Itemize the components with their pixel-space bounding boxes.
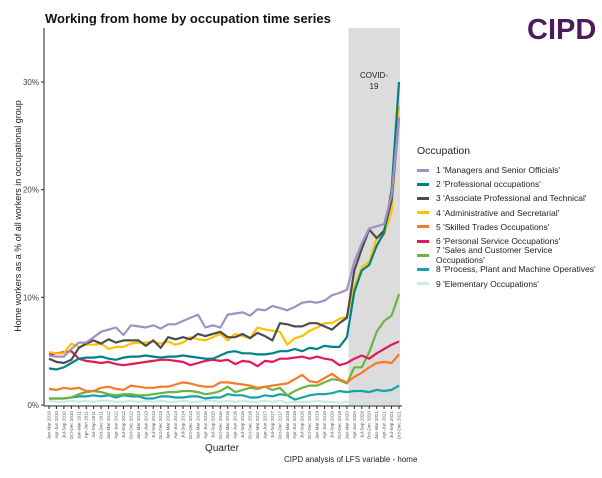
legend-label: 2 'Professional occupations' — [436, 179, 541, 190]
x-tick-label: Jul-Sep 2010 — [61, 411, 66, 439]
legend-swatch — [417, 211, 429, 215]
legend-swatch — [417, 239, 429, 243]
source-caption: CIPD analysis of LFS variable - home — [284, 455, 418, 464]
x-tick-label: Oct-Dec 2017 — [277, 411, 282, 440]
x-tick-label: Apr-Jun 2012 — [114, 411, 119, 439]
x-tick-label: Jul-Sep 2014 — [181, 411, 186, 439]
x-tick-label: Oct-Dec 2021 — [397, 411, 402, 440]
legend-swatch — [417, 253, 429, 257]
legend-label: 9 'Elementary Occupations' — [436, 278, 539, 289]
x-tick-label: Jul-Sep 2019 — [329, 411, 334, 439]
legend-item: 8 'Process, Plant and Machine Operatives… — [417, 262, 602, 276]
x-tick-label: Jan-Mar 2013 — [136, 411, 141, 440]
x-tick-label: Apr-Jun 2010 — [54, 411, 59, 439]
legend-label: 1 'Managers and Senior Officials' — [436, 165, 561, 176]
x-tick-label: Jul-Sep 2012 — [121, 411, 126, 439]
legend-item: 4 'Administrative and Secretarial' — [417, 206, 602, 220]
x-tick-label: Jan-Mar 2016 — [225, 411, 230, 440]
y-tick-label: 0% — [27, 401, 39, 410]
x-tick-label: Apr-Jun 2013 — [143, 411, 148, 439]
series-line — [48, 353, 400, 393]
cipd-logo: CIPD — [527, 14, 597, 46]
x-tick-label: Apr-Jun 2020 — [352, 411, 357, 439]
x-tick-label: Oct-Dec 2013 — [158, 411, 163, 440]
legend-label: 6 'Personal Service Occupations' — [436, 236, 561, 247]
x-tick-label: Jan-Mar 2021 — [374, 411, 379, 440]
x-tick-label: Jul-Sep 2011 — [91, 411, 96, 438]
legend-swatch — [417, 225, 429, 229]
x-tick-label: Jan-Mar 2020 — [344, 411, 349, 440]
legend-item: 3 'Associate Professional and Technical' — [417, 191, 602, 205]
y-tick-label: 30% — [23, 78, 39, 87]
legend-title: Occupation — [417, 145, 471, 157]
x-tick-label: Apr-Jun 2018 — [292, 411, 297, 439]
legend-label: 8 'Process, Plant and Machine Operatives… — [436, 264, 596, 275]
x-tick-label: Oct-Dec 2010 — [69, 411, 74, 440]
y-axis-title: Home workers as a % of all workers in oc… — [13, 100, 23, 332]
x-tick-label: Apr-Jun 2019 — [322, 411, 327, 439]
legend-swatch — [417, 168, 429, 172]
x-tick-label: Oct-Dec 2020 — [367, 411, 372, 440]
legend-label: 3 'Associate Professional and Technical' — [436, 193, 587, 204]
x-tick-label: Oct-Dec 2011 — [99, 411, 104, 439]
y-tick-label: 10% — [23, 293, 39, 302]
x-tick-label: Oct-Dec 2019 — [337, 411, 342, 440]
chart-title: Working from home by occupation time ser… — [45, 11, 331, 26]
x-tick-label: Apr-Jun 2021 — [382, 411, 387, 439]
x-tick-label: Apr-Jun 2011 — [84, 411, 89, 439]
x-tick-label: Jul-Sep 2017 — [270, 411, 275, 439]
legend-label: 4 'Administrative and Secretarial' — [436, 207, 560, 218]
legend-swatch — [417, 182, 429, 186]
legend-item: 2 'Professional occupations' — [417, 177, 602, 191]
legend-label: 5 'Skilled Trades Occupations' — [436, 221, 550, 232]
x-tick-label: Jul-Sep 2016 — [240, 411, 245, 439]
x-tick-label: Oct-Dec 2015 — [218, 411, 223, 440]
x-tick-label: Apr-Jun 2017 — [262, 411, 267, 439]
legend-item: 6 'Personal Service Occupations' — [417, 234, 602, 248]
legend-item: 7 'Sales and Customer Service Occupation… — [417, 245, 602, 266]
x-tick-label: Oct-Dec 2014 — [188, 411, 193, 440]
x-tick-label: Jul-Sep 2020 — [359, 411, 364, 439]
legend-item: 1 'Managers and Senior Officials' — [417, 163, 602, 177]
legend-item: 9 'Elementary Occupations' — [417, 277, 602, 291]
series-line — [48, 395, 400, 404]
x-tick-label: Jan-Mar 2019 — [315, 411, 320, 440]
x-tick-label: Jul-Sep 2018 — [300, 411, 305, 439]
series-line — [48, 117, 401, 358]
series-line — [48, 105, 401, 355]
legend: Occupation 1 'Managers and Senior Offici… — [417, 145, 602, 291]
x-tick-label: Jul-Sep 2015 — [210, 411, 215, 439]
x-tick-label: Oct-Dec 2018 — [307, 411, 312, 440]
covid-band — [348, 28, 400, 405]
series-line — [49, 384, 400, 401]
x-axis-title: Quarter — [205, 443, 240, 454]
series-line — [48, 340, 400, 368]
x-tick-label: Jan-Mar 2011 — [76, 411, 81, 439]
legend-swatch — [417, 196, 429, 200]
x-tick-label: Jan-Mar 2018 — [285, 411, 290, 440]
series-line — [48, 81, 401, 371]
x-tick-label: Jul-Sep 2021 — [389, 411, 394, 439]
x-tick-label: Jan-Mar 2017 — [255, 411, 260, 440]
covid-annotation-label: COVID-19 — [360, 71, 388, 91]
x-tick-label: Jan-Mar 2014 — [166, 411, 171, 440]
x-tick-label: Jan-Mar 2010 — [47, 411, 52, 440]
series-line — [48, 117, 401, 365]
legend-swatch — [417, 282, 429, 286]
x-tick-label: Jul-Sep 2013 — [151, 411, 156, 439]
y-tick-label: 20% — [23, 186, 39, 195]
legend-swatch — [417, 267, 429, 271]
x-tick-label: Apr-Jun 2016 — [233, 411, 238, 439]
legend-item: 5 'Skilled Trades Occupations' — [417, 220, 602, 234]
x-tick-label: Apr-Jun 2014 — [173, 411, 178, 439]
x-tick-label: Jan-Mar 2012 — [106, 411, 111, 440]
x-tick-label: Oct-Dec 2016 — [248, 411, 253, 440]
x-tick-label: Oct-Dec 2012 — [128, 411, 133, 440]
x-tick-label: Apr-Jun 2015 — [203, 411, 208, 439]
x-tick-label: Jan-Mar 2015 — [195, 411, 200, 440]
legend-label: 7 'Sales and Customer Service Occupation… — [435, 245, 553, 266]
